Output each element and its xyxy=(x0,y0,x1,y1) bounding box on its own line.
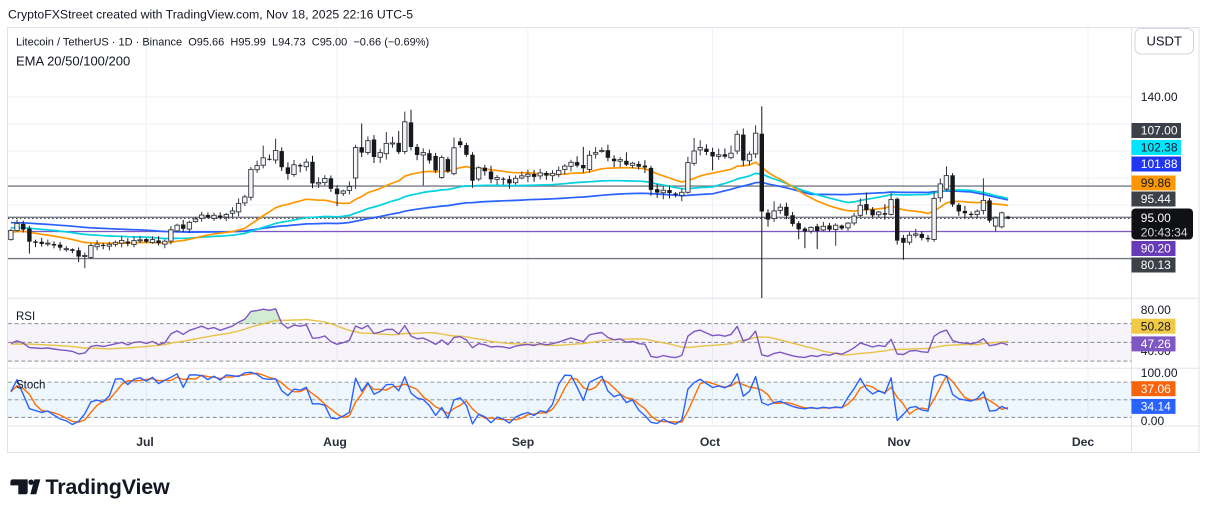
svg-text:Litecoin / TetherUS · 1D · Bin: Litecoin / TetherUS · 1D · Binance O95.6… xyxy=(16,37,429,49)
svg-text:107.00: 107.00 xyxy=(1141,124,1178,138)
svg-text:20:43:34: 20:43:34 xyxy=(1141,226,1188,240)
svg-text:140.00: 140.00 xyxy=(1141,90,1178,104)
svg-text:95.44: 95.44 xyxy=(1141,192,1171,206)
svg-text:TradingView: TradingView xyxy=(46,475,171,499)
svg-text:95.00: 95.00 xyxy=(1141,211,1171,225)
svg-text:USDT: USDT xyxy=(1147,34,1182,49)
svg-text:99.86: 99.86 xyxy=(1141,176,1171,190)
svg-text:0.00: 0.00 xyxy=(1141,414,1165,428)
svg-text:RSI: RSI xyxy=(16,311,35,323)
svg-text:50.28: 50.28 xyxy=(1141,319,1171,333)
svg-text:100.00: 100.00 xyxy=(1141,366,1178,380)
svg-text:Stoch: Stoch xyxy=(16,380,45,392)
svg-text:37.06: 37.06 xyxy=(1141,382,1171,396)
svg-text:EMA 20/50/100/200: EMA 20/50/100/200 xyxy=(16,54,130,69)
svg-text:Nov: Nov xyxy=(887,435,910,449)
svg-text:47.26: 47.26 xyxy=(1141,337,1171,351)
svg-text:Sep: Sep xyxy=(512,435,534,449)
svg-text:Oct: Oct xyxy=(700,435,720,449)
svg-text:CryptoFXStreet created with Tr: CryptoFXStreet created with TradingView.… xyxy=(8,8,413,22)
svg-text:34.14: 34.14 xyxy=(1141,400,1171,414)
svg-text:Dec: Dec xyxy=(1072,435,1095,449)
svg-text:Jul: Jul xyxy=(136,435,154,449)
svg-text:90.20: 90.20 xyxy=(1141,242,1171,256)
svg-text:80.13: 80.13 xyxy=(1141,258,1171,272)
svg-text:102.38: 102.38 xyxy=(1141,141,1178,155)
svg-text:Aug: Aug xyxy=(323,435,347,449)
svg-text:80.00: 80.00 xyxy=(1141,303,1171,317)
svg-text:101.88: 101.88 xyxy=(1141,157,1178,171)
